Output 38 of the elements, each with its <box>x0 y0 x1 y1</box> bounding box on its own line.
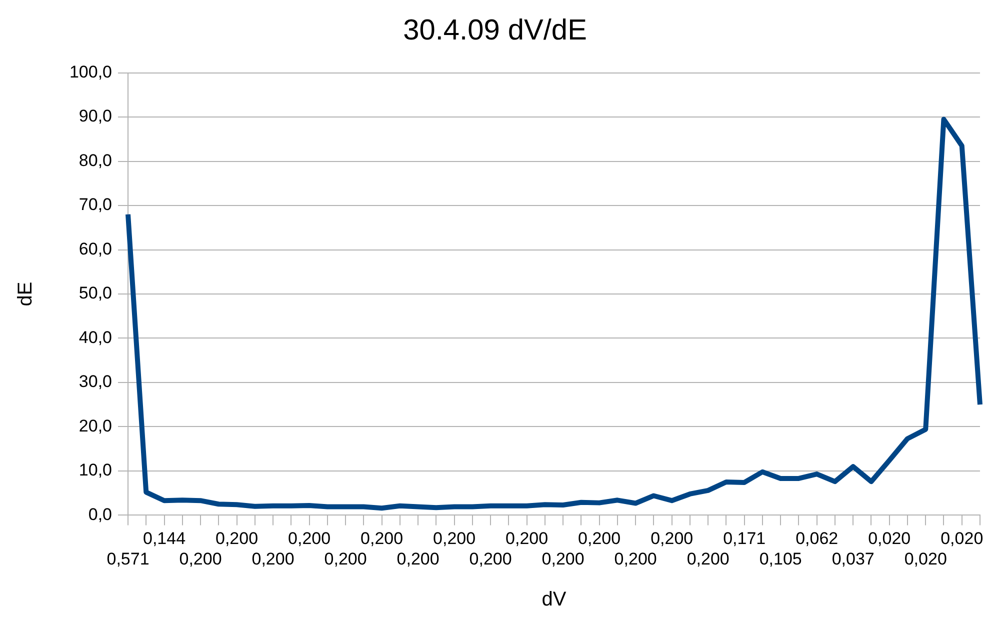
x-tick-label: 0,200 <box>614 549 657 568</box>
x-tick-label: 0,020 <box>904 549 947 568</box>
x-tick-label: 0,200 <box>650 529 694 548</box>
x-tick-label: 0,037 <box>832 549 874 568</box>
x-tick-label: 0,200 <box>686 549 730 568</box>
x-tick-label: 0,200 <box>396 549 440 568</box>
x-tick-label: 0,200 <box>433 529 476 548</box>
x-tick-label: 0,020 <box>868 529 911 548</box>
y-tick-label: 60,0 <box>78 239 112 258</box>
y-axis-title: dE <box>14 282 37 306</box>
y-tick-label: 0,0 <box>88 504 112 524</box>
x-tick-label: 0,200 <box>324 549 367 568</box>
x-tick-label: 0,200 <box>288 529 331 548</box>
y-tick-label: 20,0 <box>78 416 112 436</box>
x-tick-label: 0,200 <box>578 529 621 548</box>
x-tick-label: 0,200 <box>215 529 258 548</box>
y-tick-label: 90,0 <box>78 106 112 126</box>
y-tick-label: 100,0 <box>69 62 112 82</box>
x-tick-label: 0,200 <box>179 549 222 568</box>
x-tick-label: 0,020 <box>940 529 984 548</box>
y-tick-label: 30,0 <box>78 372 112 392</box>
x-tick-label: 0,200 <box>469 549 512 568</box>
y-tick-label: 70,0 <box>78 195 112 214</box>
y-tick-label: 40,0 <box>78 328 112 347</box>
x-tick-label: 0,144 <box>142 529 186 548</box>
y-tick-label: 50,0 <box>78 284 112 303</box>
x-tick-label: 0,200 <box>506 529 548 548</box>
y-tick-label: 10,0 <box>78 460 112 480</box>
x-tick-label: 0,571 <box>106 549 150 568</box>
x-tick-label: 0,171 <box>723 529 766 548</box>
x-tick-label: 0,105 <box>759 549 802 568</box>
y-tick-label: 80,0 <box>78 150 112 170</box>
x-tick-label: 0,200 <box>252 549 294 568</box>
x-tick-label: 0,062 <box>796 529 838 548</box>
chart-title: 30.4.09 dV/dE <box>403 14 587 46</box>
x-tick-label: 0,200 <box>360 529 404 548</box>
x-tick-label: 0,200 <box>542 549 584 568</box>
x-axis-title: dV <box>542 588 567 611</box>
